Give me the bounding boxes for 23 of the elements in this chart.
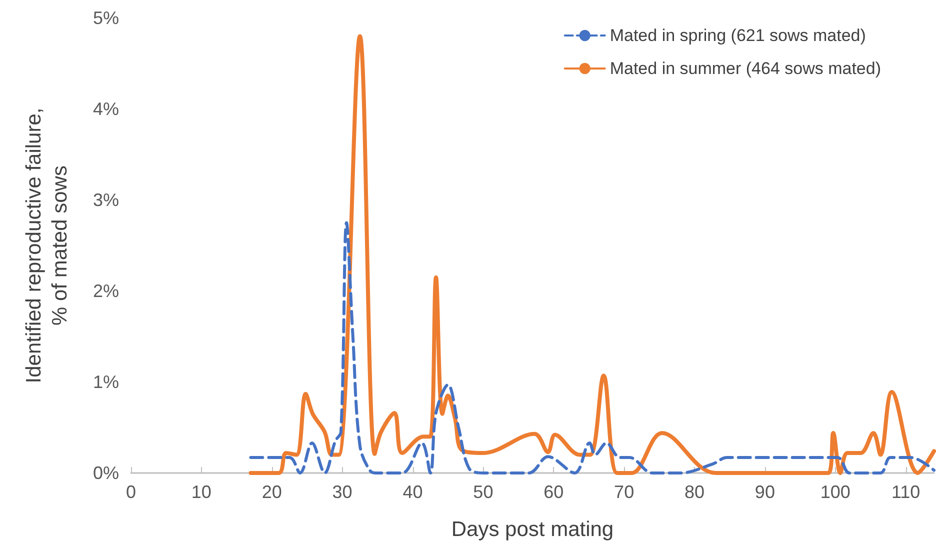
x-tick-label: 10 (191, 482, 212, 502)
x-tick-label: 50 (473, 482, 494, 502)
x-tick-label: 100 (820, 482, 850, 502)
legend-label: Mated in spring (621 sows mated) (610, 26, 866, 45)
x-tick-label: 30 (332, 482, 352, 502)
y-tick-label: 4% (92, 99, 119, 119)
x-tick-label: 0 (126, 482, 136, 502)
x-tick-label: 70 (614, 482, 634, 502)
y-axis-title: Identified reproductive failure, % of mated sows (22, 108, 72, 384)
x-tick-label: 20 (262, 482, 282, 502)
x-axis-title: Days post mating (451, 518, 614, 541)
x-tick-label: 110 (891, 482, 920, 502)
y-tick-label: 1% (92, 372, 119, 392)
x-tick-label: 60 (544, 482, 564, 502)
legend-label: Mated in summer (464 sows mated) (610, 59, 882, 78)
x-tick-label: 40 (402, 482, 423, 502)
y-tick-label: 0% (92, 463, 119, 483)
y-tick-label: 2% (92, 281, 119, 301)
y-tick-label: 5% (92, 8, 119, 28)
x-tick-label: 80 (684, 482, 705, 502)
line-series (249, 221, 936, 474)
x-tick-label: 90 (754, 482, 775, 502)
y-tick-label: 3% (92, 190, 119, 210)
